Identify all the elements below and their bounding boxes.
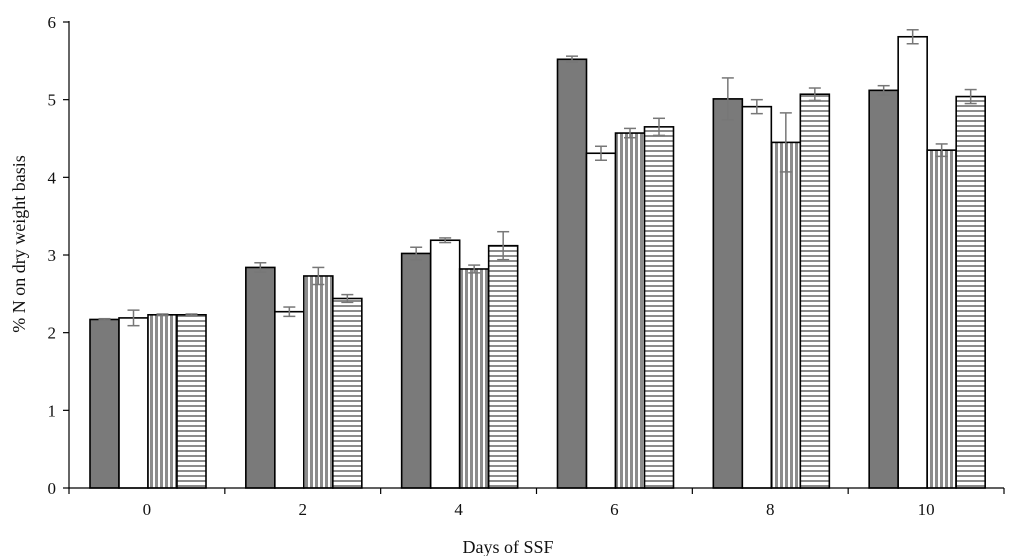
bar-day-8-series-1: [713, 99, 742, 488]
bar-day-0-series-2: [119, 318, 148, 488]
x-tick-label: 0: [143, 500, 152, 519]
bar-day-8-series-3: [771, 142, 800, 488]
bar-day-10-series-4: [956, 97, 985, 488]
bar-day-4-series-3: [460, 269, 489, 488]
bar-day-8-series-4: [800, 94, 829, 488]
bar-day-6-series-2: [587, 153, 616, 488]
y-tick-label: 1: [48, 401, 57, 420]
bar-day-10-series-1: [869, 90, 898, 488]
y-tick-label: 3: [48, 246, 57, 265]
y-tick-label: 4: [48, 168, 57, 187]
bar-day-4-series-4: [489, 246, 518, 488]
bar-day-0-series-3: [148, 315, 177, 488]
error-bars-layer: [99, 30, 977, 326]
x-tick-label: 10: [918, 500, 935, 519]
bar-day-2-series-4: [333, 298, 362, 488]
x-tick-label: 8: [766, 500, 775, 519]
bar-day-0-series-1: [90, 319, 119, 488]
bar-day-6-series-3: [616, 133, 645, 488]
bar-day-6-series-1: [558, 59, 587, 488]
y-tick-label: 2: [48, 324, 57, 343]
y-tick-label: 6: [48, 13, 57, 32]
bars-layer: [90, 37, 985, 488]
y-tick-label: 5: [48, 91, 57, 110]
bar-day-6-series-4: [645, 127, 674, 488]
y-axis-title: % N on dry weight basis: [9, 155, 29, 332]
bar-day-2-series-1: [246, 267, 275, 488]
bar-day-8-series-2: [742, 107, 771, 488]
x-tick-label: 6: [610, 500, 619, 519]
bar-day-4-series-1: [402, 253, 431, 488]
bar-day-0-series-4: [177, 315, 206, 488]
x-axis-title: Days of SSF: [462, 537, 553, 556]
bar-day-2-series-3: [304, 276, 333, 488]
bar-day-10-series-2: [898, 37, 927, 488]
bar-day-2-series-2: [275, 312, 304, 488]
y-tick-label: 0: [48, 479, 57, 498]
bar-day-4-series-2: [431, 240, 460, 488]
x-tick-label: 4: [454, 500, 463, 519]
bar-day-10-series-3: [927, 150, 956, 488]
x-tick-label: 2: [299, 500, 308, 519]
